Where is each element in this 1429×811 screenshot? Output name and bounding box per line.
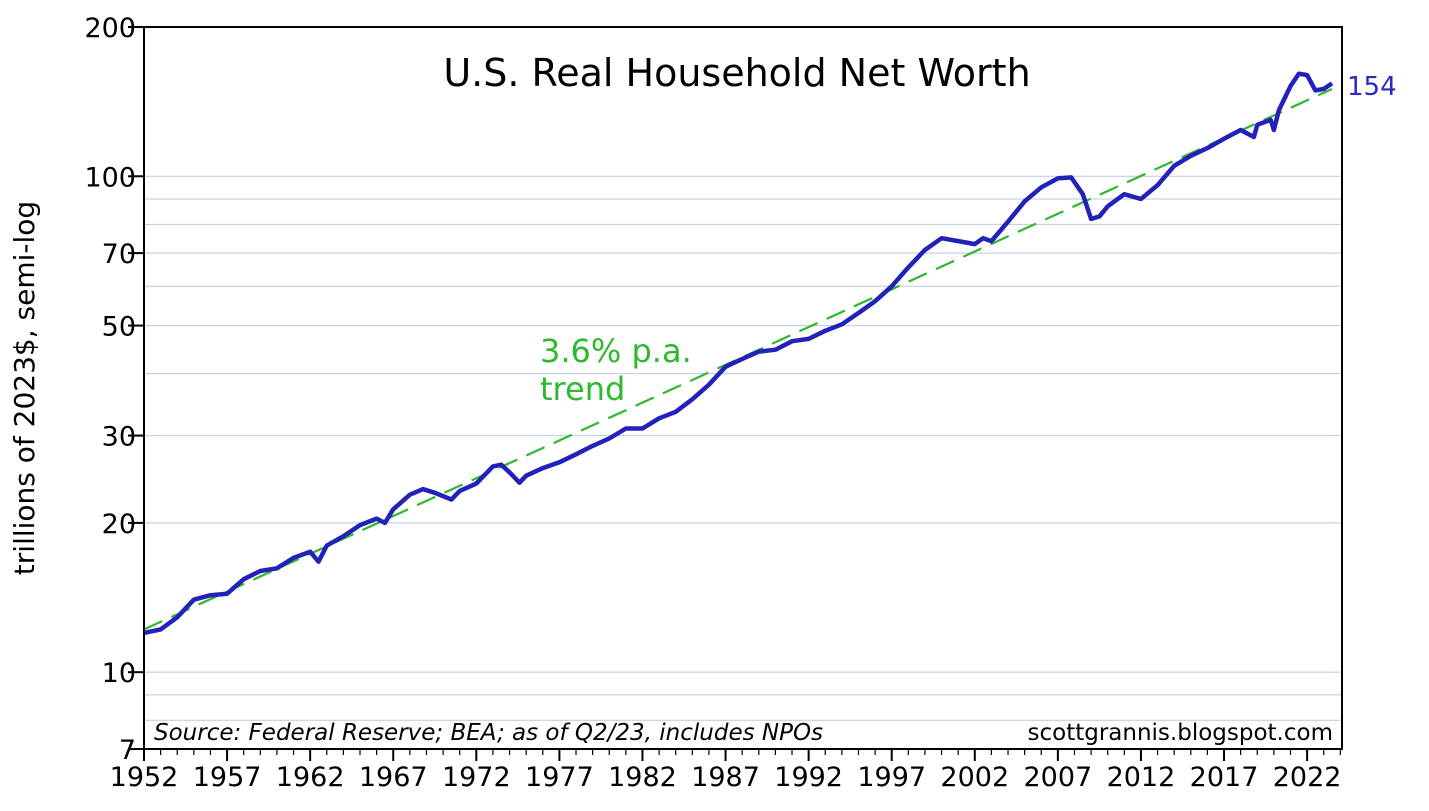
x-tick-label: 2007 [1024,762,1093,793]
trend-annotation-line2: trend [540,370,625,408]
x-tick-label: 1997 [857,762,926,793]
y-tick-label: 70 [102,239,136,270]
y-tick-label: 200 [84,13,136,44]
y-tick-label: 20 [102,509,136,540]
networth-line [143,71,1334,636]
last-value-label: 154 [1347,72,1397,102]
y-tick-label: 7 [119,735,136,766]
x-tick-label: 1957 [193,762,262,793]
y-axis-label: trillions of 2023$, semi-log [8,201,41,575]
x-axis: 1952 1957 1962 1967 1972 1977 1982 1987 1992 1997… [110,749,1342,793]
x-tick-label: 1977 [525,762,594,793]
x-tick-label: 2017 [1190,762,1259,793]
x-tick-label: 2002 [940,762,1009,793]
credit-note: scottgrannis.blogspot.com [1028,720,1334,746]
x-tick-label: 1972 [442,762,511,793]
y-tick-label: 10 [102,658,136,689]
plot-frame [143,26,1343,750]
x-tick-label: 1967 [359,762,428,793]
chart-title: U.S. Real Household Net Worth [443,51,1030,95]
x-tick-label: 1982 [608,762,677,793]
y-tick-label: 100 [84,162,136,193]
y-tick-label: 50 [102,312,136,343]
x-tick-label: 1987 [691,762,760,793]
x-tick-label: 1992 [774,762,843,793]
x-tick-label: 2012 [1107,762,1176,793]
y-tick-label: 30 [102,422,136,453]
y-axis: 7 10 20 30 50 70 100 200 [84,13,144,766]
trend-annotation-line1: 3.6% p.a. [540,332,692,370]
source-note: Source: Federal Reserve; BEA; as of Q2/2… [154,720,823,746]
x-tick-label: 1962 [276,762,345,793]
x-tick-label: 2022 [1273,762,1342,793]
grid [144,175,1342,721]
x-tick-label: 1952 [110,762,179,793]
